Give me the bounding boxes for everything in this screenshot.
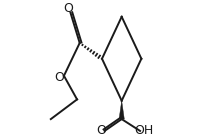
Text: O: O [96,124,106,137]
Text: O: O [54,71,64,84]
Text: O: O [64,2,73,15]
Polygon shape [119,101,124,119]
Text: OH: OH [134,124,154,137]
